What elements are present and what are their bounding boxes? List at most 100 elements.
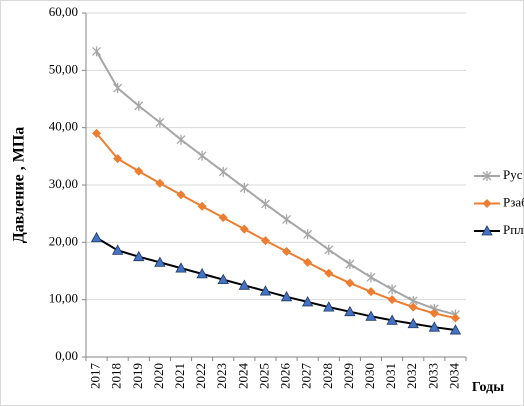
y-tick-label: 60,00 [49, 4, 78, 19]
marker-part [282, 214, 292, 225]
marker-part [176, 134, 186, 145]
legend-label: Рус [503, 167, 523, 182]
marker [345, 259, 355, 270]
marker [481, 225, 493, 236]
y-tick-label: 40,00 [49, 119, 78, 134]
marker-part [366, 272, 376, 283]
marker-part [155, 117, 165, 128]
marker-part [345, 259, 355, 270]
marker [482, 199, 492, 208]
marker [239, 182, 249, 193]
marker [111, 244, 124, 255]
marker [155, 178, 165, 188]
marker [482, 171, 492, 181]
x-tick-label: 2019 [130, 363, 145, 389]
marker [260, 236, 270, 246]
marker [217, 273, 229, 284]
marker [133, 250, 145, 262]
marker [197, 150, 207, 161]
marker-part [303, 229, 313, 240]
marker [282, 214, 292, 225]
marker [365, 310, 377, 321]
marker [218, 166, 228, 177]
marker [113, 83, 123, 94]
marker [429, 308, 439, 318]
x-tick-label: 2030 [362, 363, 377, 389]
x-tick-label: 2020 [151, 363, 166, 389]
marker [449, 324, 462, 335]
marker [301, 296, 314, 307]
x-tick-label: 2026 [278, 363, 293, 390]
marker [387, 295, 397, 305]
marker [260, 198, 270, 209]
marker [218, 213, 228, 223]
y-tick-label: 0,00 [55, 348, 78, 363]
x-tick-label: 2023 [214, 363, 229, 389]
marker-part [482, 171, 492, 181]
marker-part [239, 182, 249, 193]
marker [324, 268, 334, 278]
x-tick-label: 2033 [425, 363, 440, 389]
marker [176, 134, 186, 145]
marker [92, 46, 102, 57]
marker [239, 224, 249, 234]
marker-part [260, 198, 270, 209]
marker [408, 302, 418, 312]
x-tick-label: 2022 [193, 363, 208, 389]
x-tick-label: 2027 [299, 363, 314, 390]
marker [197, 201, 207, 211]
marker-part [197, 150, 207, 161]
marker [280, 290, 293, 302]
marker [407, 317, 419, 329]
marker [175, 262, 187, 273]
marker [259, 285, 272, 296]
marker [155, 117, 165, 128]
marker [90, 231, 103, 243]
marker [366, 287, 376, 297]
marker [450, 313, 460, 323]
marker [196, 268, 208, 279]
x-tick-label: 2031 [383, 363, 398, 389]
y-tick-label: 10,00 [49, 291, 78, 306]
marker-part [134, 100, 144, 111]
marker [387, 284, 397, 295]
series-line [95, 132, 456, 319]
marker-part [387, 284, 397, 295]
marker [113, 154, 123, 164]
marker-part [324, 244, 334, 255]
y-tick-label: 50,00 [49, 61, 78, 76]
marker-part [218, 166, 228, 177]
marker [345, 278, 355, 288]
marker [282, 247, 292, 257]
marker-part [113, 83, 123, 94]
marker [176, 190, 186, 200]
y-axis-label: Давление , МПа [11, 127, 28, 244]
marker-part [92, 46, 102, 57]
x-axis-label: Годы [472, 380, 504, 395]
marker [303, 257, 313, 267]
marker [134, 166, 144, 176]
marker [428, 321, 441, 332]
marker [134, 100, 144, 111]
x-tick-label: 2028 [320, 363, 335, 389]
marker [323, 301, 335, 312]
marker [366, 272, 376, 283]
x-tick-label: 2034 [446, 363, 461, 390]
marker [324, 244, 334, 255]
legend-label: Рплt [503, 222, 524, 237]
marker [238, 279, 251, 290]
x-tick-label: 2024 [235, 363, 250, 390]
y-tick-label: 20,00 [49, 233, 78, 248]
marker [154, 256, 166, 267]
x-tick-label: 2018 [109, 363, 124, 389]
legend-label: Рзаб [503, 194, 524, 209]
x-tick-label: 2021 [172, 363, 187, 389]
x-tick-label: 2032 [404, 363, 419, 389]
marker [92, 128, 102, 138]
marker [386, 314, 398, 325]
x-tick-label: 2025 [256, 363, 271, 389]
x-tick-label: 2017 [88, 363, 103, 390]
marker [344, 305, 356, 317]
